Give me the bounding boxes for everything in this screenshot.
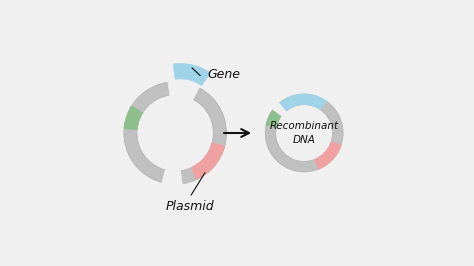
- Text: Gene: Gene: [208, 68, 240, 81]
- Wedge shape: [191, 143, 225, 180]
- Text: Recombinant
DNA: Recombinant DNA: [270, 121, 339, 145]
- Wedge shape: [181, 88, 227, 184]
- Wedge shape: [315, 142, 341, 169]
- Wedge shape: [279, 94, 327, 111]
- Text: Plasmid: Plasmid: [165, 200, 214, 213]
- Wedge shape: [273, 103, 286, 116]
- Wedge shape: [266, 110, 282, 127]
- Wedge shape: [168, 80, 200, 101]
- Wedge shape: [265, 94, 343, 172]
- Wedge shape: [173, 64, 210, 86]
- Wedge shape: [162, 169, 182, 186]
- Wedge shape: [124, 106, 143, 130]
- Wedge shape: [124, 82, 170, 182]
